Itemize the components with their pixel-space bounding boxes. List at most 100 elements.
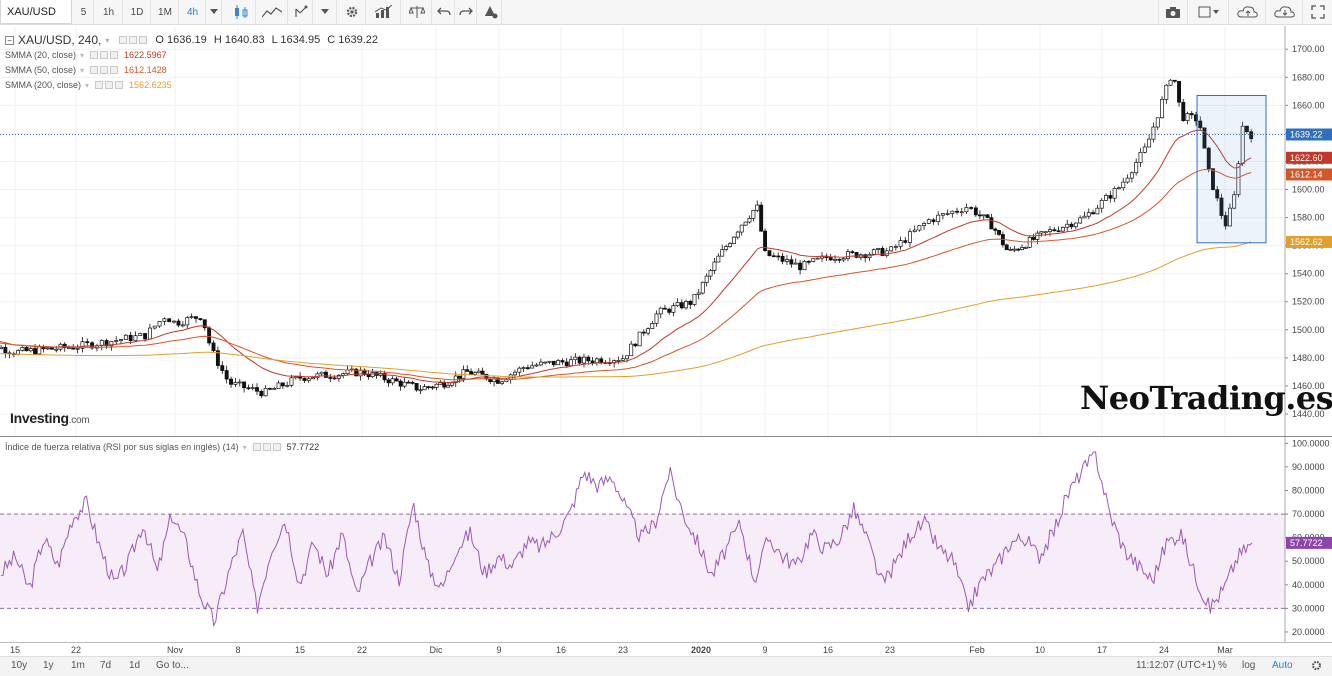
candles-icon[interactable] xyxy=(226,0,256,24)
interval-1m-button[interactable]: 1M xyxy=(152,0,179,24)
candle-body xyxy=(620,358,625,361)
candle-body xyxy=(1060,226,1065,232)
range-1m-button[interactable]: 1m xyxy=(71,660,85,671)
draw-tools-icon[interactable] xyxy=(289,0,313,24)
candle-body xyxy=(534,364,539,367)
candle-body xyxy=(259,390,264,397)
alert-icon[interactable] xyxy=(478,0,502,24)
time-tick-label: 15 xyxy=(295,645,305,655)
fullscreen-icon[interactable] xyxy=(1304,0,1332,24)
range-7d-button[interactable]: 7d xyxy=(100,660,112,671)
settings-icon[interactable] xyxy=(338,0,366,24)
candle-body xyxy=(945,213,950,215)
auto-toggle[interactable]: Auto xyxy=(1272,660,1293,671)
interval-1h-button[interactable]: 1h xyxy=(95,0,123,24)
redo-icon[interactable] xyxy=(455,0,477,24)
layout-icon[interactable] xyxy=(1189,0,1229,24)
smma-20-actions[interactable] xyxy=(90,51,119,59)
candles xyxy=(0,79,1254,399)
time-tick-label: 16 xyxy=(556,645,566,655)
dropdown-icon[interactable] xyxy=(313,0,337,24)
candle-body xyxy=(465,369,470,372)
range-1y-button[interactable]: 1y xyxy=(43,660,54,671)
go-to-button[interactable]: Go to... xyxy=(156,660,189,671)
area-chart-icon[interactable] xyxy=(256,0,288,24)
candle-body xyxy=(806,260,811,263)
candle-body xyxy=(1039,231,1044,234)
percent-toggle[interactable]: % xyxy=(1218,660,1227,671)
candle-body xyxy=(1082,215,1087,219)
interval-4h-button[interactable]: 4h xyxy=(180,0,206,24)
rsi-panel[interactable]: 100.000090.000080.000070.000060.000050.0… xyxy=(0,436,1332,643)
rsi-actions[interactable] xyxy=(252,443,281,451)
candle-body xyxy=(564,361,569,367)
investing-logo: Investing.com xyxy=(10,410,90,426)
rsi-chart[interactable]: 100.000090.000080.000070.000060.000050.0… xyxy=(0,437,1332,643)
interval-5m-button[interactable]: 5 xyxy=(74,0,94,24)
candle-body xyxy=(720,249,725,257)
toolbar: XAU/USD 5 1h 1D 1M 4h xyxy=(0,0,1332,25)
time-tick-label: 2020 xyxy=(691,645,711,655)
smma-50-actions[interactable] xyxy=(90,66,119,74)
candle-body xyxy=(993,228,998,231)
range-10y-button[interactable]: 10y xyxy=(11,660,28,671)
candle-body xyxy=(940,213,945,216)
smma-20-value: 1622.5967 xyxy=(124,50,167,60)
candle-body xyxy=(1181,101,1186,122)
time-tick-label: 22 xyxy=(357,645,367,655)
interval-1d-button[interactable]: 1D xyxy=(124,0,151,24)
candle-body xyxy=(62,343,67,349)
collapse-icon[interactable]: − xyxy=(5,35,14,45)
candle-body xyxy=(426,386,431,388)
candle-body xyxy=(654,313,659,324)
time-axis[interactable]: 15 22 Nov 8 15 22 Dic 9 16 23 2020 9 16 23 Feb 10 17 24 Ma… xyxy=(0,642,1332,656)
price-chart[interactable]: 1700.001680.001660.001640.001620.001600.… xyxy=(0,26,1332,436)
compare-icon[interactable] xyxy=(402,0,432,24)
candle-body xyxy=(1172,79,1177,82)
candle-body xyxy=(556,360,561,366)
log-toggle[interactable]: log xyxy=(1242,660,1256,671)
smma-200-actions[interactable] xyxy=(95,81,124,89)
cloud-load-icon[interactable] xyxy=(1267,0,1303,24)
symbol-input[interactable]: XAU/USD xyxy=(0,0,72,24)
candle-body xyxy=(202,319,207,329)
time-tick-label: 10 xyxy=(1035,645,1045,655)
legend-dropdown-icon[interactable]: ▾ xyxy=(105,35,110,45)
candle-body xyxy=(1177,80,1181,103)
candle-body xyxy=(50,347,54,350)
candle-body xyxy=(1031,237,1036,240)
candle-body xyxy=(1155,117,1160,128)
camera-icon[interactable] xyxy=(1158,0,1188,24)
candle-body xyxy=(1134,162,1139,174)
smma-20-label: SMMA (20, close) xyxy=(5,50,77,60)
candle-body xyxy=(276,382,281,389)
rsi-tick-label: 30.0000 xyxy=(1292,603,1325,613)
interval-dropdown-icon[interactable] xyxy=(206,0,222,24)
candle-body xyxy=(480,370,485,375)
candle-body xyxy=(747,217,752,223)
candle-body xyxy=(242,381,247,389)
candle-body xyxy=(1073,222,1078,228)
candle-body xyxy=(1008,248,1013,251)
undo-icon[interactable] xyxy=(433,0,455,24)
candle-body xyxy=(1086,212,1091,217)
open-value: O 1636.19 xyxy=(155,34,207,46)
indicators-icon[interactable] xyxy=(367,0,401,24)
candle-body xyxy=(495,378,500,384)
candle-body xyxy=(255,387,259,392)
settings-icon[interactable] xyxy=(1311,660,1322,674)
price-panel[interactable]: 1700.001680.001660.001640.001620.001600.… xyxy=(0,26,1332,436)
candle-body xyxy=(893,246,898,248)
price-tick-label: 1520.00 xyxy=(1292,297,1325,307)
candle-body xyxy=(973,207,978,216)
cloud-save-icon[interactable] xyxy=(1230,0,1266,24)
time-tick-label: 23 xyxy=(885,645,895,655)
range-1d-button[interactable]: 1d xyxy=(129,660,141,671)
candle-body xyxy=(147,327,152,340)
price-tick-label: 1580.00 xyxy=(1292,213,1325,223)
candle-body xyxy=(625,355,629,360)
legend-action-icons[interactable] xyxy=(119,36,148,44)
candle-body xyxy=(871,249,876,255)
close-value: C 1639.22 xyxy=(327,34,379,46)
candle-body xyxy=(616,360,621,362)
